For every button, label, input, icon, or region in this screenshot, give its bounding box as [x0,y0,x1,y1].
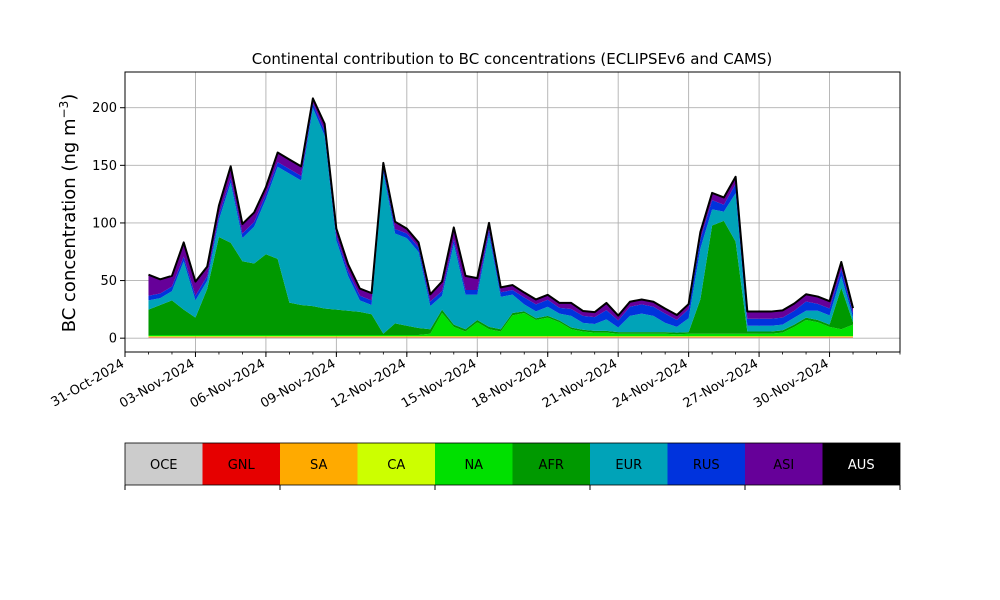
legend-swatch-gnl [202,443,280,485]
legend-label-oce: OCE [150,458,178,473]
x-tick-label: 27-Nov-2024 [681,356,761,411]
area-oce [148,337,854,339]
legend-label-sa: SA [310,458,327,473]
x-tick-label: 18-Nov-2024 [469,356,549,411]
x-tick-label: 12-Nov-2024 [329,356,409,411]
legend-swatch-sa [280,443,358,485]
legend-swatch-afr [512,443,590,485]
legend-label-gnl: GNL [228,458,256,473]
legend-label-ca: CA [387,458,405,473]
x-tick-label: 24-Nov-2024 [610,356,690,411]
y-tick-label: 150 [92,159,117,174]
plot-frame [124,71,901,353]
y-axis-label-close: ) [59,94,80,101]
legend-frame [124,442,901,486]
x-tick-label: 06-Nov-2024 [188,356,268,411]
legend-swatch-eur [590,443,668,485]
y-tick-label: 50 [100,274,117,289]
chart-title: Continental contribution to BC concentra… [252,50,773,68]
area-ca [148,336,854,337]
legend-swatch-aus [822,443,900,485]
legend: OCE GNL SA CA NA AFR EUR RUS ASI AUS [124,442,901,490]
total-line [148,97,854,317]
x-tick-label: 21-Nov-2024 [540,356,620,411]
legend-swatch-na [435,443,513,485]
y-axis-label: BC concentration (ng m−3) [57,94,80,333]
legend-swatch-asi [745,443,823,485]
y-axis-label-text: BC concentration (ng m [59,118,80,332]
y-axis-label-superscript: −3 [57,101,71,119]
y-tick-label: 200 [92,101,117,116]
axes: 0 50 100 150 200 31-Oct-202403-Nov-202406-Nov… [49,71,901,411]
legend-label-rus: RUS [693,458,720,473]
stacked-area-layers [148,97,854,339]
x-tick-label: 09-Nov-2024 [258,356,338,411]
legend-swatch-rus [667,443,745,485]
x-tick-label: 15-Nov-2024 [399,356,479,411]
x-tick-label: 30-Nov-2024 [751,356,831,411]
area-eur [148,107,854,334]
legend-label-asi: ASI [773,458,794,473]
y-tick-label: 100 [92,216,117,231]
legend-label-eur: EUR [615,458,642,473]
legend-swatch-ca [357,443,435,485]
area-sa [148,336,854,338]
legend-label-aus: AUS [848,458,875,473]
legend-label-afr: AFR [539,458,564,473]
legend-swatch-oce [125,443,203,485]
x-tick-label: 31-Oct-2024 [49,356,127,410]
area-na [148,313,854,337]
legend-label-na: NA [464,458,483,473]
y-tick-label: 0 [109,332,117,347]
area-afr [148,220,854,335]
x-tick-label: 03-Nov-2024 [117,356,197,411]
